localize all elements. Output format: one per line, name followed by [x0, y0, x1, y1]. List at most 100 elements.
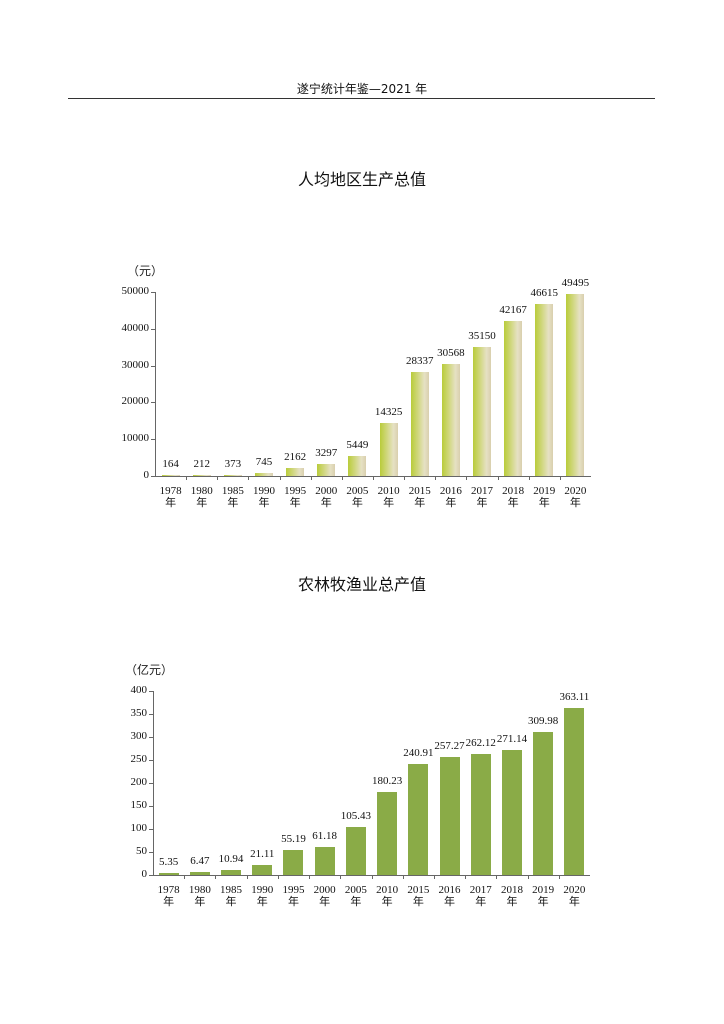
y-tick — [151, 476, 155, 477]
bar — [504, 320, 523, 476]
x-tick-label: 2018 年 — [502, 485, 525, 509]
y-tick-label: 100 — [130, 822, 148, 834]
y-tick — [149, 691, 153, 692]
y-tick — [151, 292, 155, 293]
y-tick-label: 20000 — [121, 395, 150, 408]
chart-title-agriculture-output: 农林牧渔业总产值 — [297, 575, 426, 594]
x-tick — [248, 476, 250, 480]
bar — [255, 473, 273, 476]
bar — [566, 293, 585, 476]
y-tick — [151, 402, 155, 404]
bar — [379, 423, 398, 476]
y-tick — [149, 737, 153, 738]
page-header: 遂宁统计年鉴—2021 年 — [296, 82, 428, 96]
x-tick-label: 2010 年 — [376, 884, 399, 908]
bar-value-label: 28337 — [405, 354, 434, 367]
x-tick-label: 1995 年 — [284, 485, 307, 509]
y-tick — [149, 829, 153, 830]
x-tick-label: 2000 年 — [313, 884, 336, 908]
bar-value-label: 262.12 — [465, 737, 496, 750]
bar — [439, 756, 460, 875]
bar — [441, 363, 460, 476]
bar-value-label: 49495 — [561, 276, 590, 289]
x-tick-label: 1978 年 — [157, 884, 180, 908]
bar-value-label: 6.47 — [190, 855, 210, 868]
y-tick — [149, 714, 153, 715]
bar — [473, 346, 491, 476]
y-tick — [149, 760, 153, 761]
bar — [345, 826, 366, 875]
bar — [189, 872, 210, 875]
x-tick — [465, 875, 467, 879]
bar — [564, 707, 585, 875]
x-tick — [373, 476, 374, 480]
x-tick-label: 1978 年 — [159, 485, 182, 509]
y-tick-label: 50 — [136, 845, 147, 857]
y-tick — [149, 875, 153, 876]
x-tick — [184, 875, 186, 879]
chart-title-gdp-per-capita: 人均地区生产总值 — [297, 170, 426, 189]
x-tick-label: 2016 年 — [439, 485, 462, 509]
x-tick — [277, 875, 279, 879]
bar-value-label: 5449 — [346, 438, 369, 451]
bar — [317, 463, 336, 476]
y-tick — [151, 439, 155, 441]
bar — [533, 732, 554, 875]
bar-value-label: 21.11 — [250, 848, 275, 861]
x-tick-label: 1995 年 — [282, 884, 305, 908]
bar-value-label: 180.23 — [371, 775, 403, 788]
x-tick — [559, 476, 561, 480]
x-tick — [527, 875, 529, 879]
bar-value-label: 363.11 — [559, 690, 590, 703]
y-tick-label: 350 — [130, 707, 148, 719]
bar-value-label: 105.43 — [340, 809, 372, 822]
y-tick-label: 0 — [143, 469, 150, 481]
x-tick-label: 1980 年 — [188, 884, 211, 908]
y-axis-unit-label: （元） — [127, 264, 164, 278]
bar — [314, 846, 335, 875]
bar-value-label: 5.35 — [158, 855, 179, 868]
x-tick — [528, 476, 530, 480]
y-tick-label: 10000 — [121, 432, 150, 445]
bar — [535, 304, 554, 476]
y-tick — [149, 806, 153, 807]
y-tick-label: 0 — [141, 868, 148, 880]
x-tick — [186, 476, 188, 480]
y-tick-label: 30000 — [121, 358, 150, 371]
x-tick — [402, 875, 404, 879]
y-tick-label: 400 — [130, 684, 148, 696]
bar — [192, 475, 211, 476]
x-tick — [217, 476, 219, 480]
bar — [286, 468, 305, 476]
bar-value-label: 2162 — [284, 451, 307, 464]
x-tick — [246, 875, 248, 879]
bar-value-label: 10.94 — [218, 852, 244, 865]
x-tick — [340, 875, 342, 879]
x-tick-label: 2016 年 — [438, 884, 461, 908]
x-tick — [215, 875, 217, 879]
y-axis-unit-label: （亿元） — [125, 663, 174, 677]
bar-value-label: 240.91 — [403, 747, 434, 760]
bar-value-label: 212 — [193, 458, 210, 470]
bar-value-label: 42167 — [499, 303, 527, 316]
y-tick — [151, 365, 155, 367]
y-tick — [149, 852, 153, 853]
x-tick-label: 1985 年 — [221, 485, 244, 509]
y-tick-label: 150 — [130, 799, 148, 811]
x-tick-label: 1990 年 — [251, 884, 274, 908]
x-tick-label: 2017 年 — [471, 485, 493, 509]
y-tick — [149, 783, 153, 784]
bar — [221, 869, 242, 875]
x-tick-label: 2019 年 — [533, 485, 556, 509]
x-tick-label: 2010 年 — [377, 485, 400, 509]
x-tick — [497, 476, 499, 480]
bar-value-label: 61.18 — [312, 829, 338, 842]
bar — [348, 455, 367, 476]
bar-value-label: 271.14 — [496, 733, 528, 746]
x-tick-label: 2018 年 — [500, 884, 523, 908]
x-tick-label: 2005 年 — [344, 884, 367, 908]
y-tick-label: 40000 — [121, 321, 150, 334]
bar — [410, 371, 429, 476]
bar-value-label: 309.98 — [528, 715, 559, 728]
y-axis-line — [153, 691, 154, 875]
